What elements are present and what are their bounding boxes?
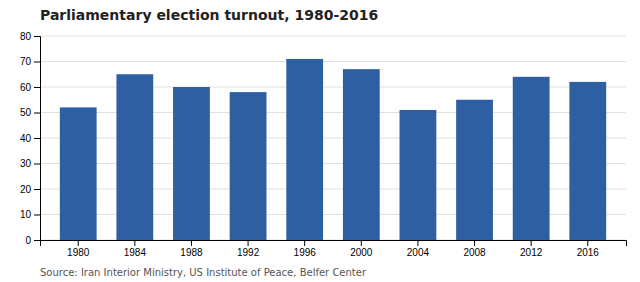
- x-tick: 1988: [180, 240, 203, 258]
- tick-mark: [134, 240, 135, 246]
- tick-mark: [34, 138, 40, 139]
- axis-line: [34, 37, 41, 241]
- x-tick: 1980: [67, 240, 90, 258]
- plot: 0 10 20 30 40 50 60 70 80 1980 1984 1988 1992 1996 200…: [20, 31, 627, 258]
- tick-mark: [34, 62, 40, 63]
- grid: [40, 36, 626, 240]
- x-tick: 2004: [407, 240, 430, 258]
- x-axis: 1980 1984 1988 1992 1996 2000 2004 2008 2012 2016: [41, 240, 627, 258]
- tick-label: 70: [20, 56, 32, 67]
- tick-mark: [531, 240, 532, 246]
- bars: [60, 59, 606, 240]
- axis-line: [41, 241, 627, 247]
- tick-label: 1988: [180, 247, 203, 258]
- tick-label: 2008: [463, 247, 486, 258]
- x-tick: 2000: [350, 240, 373, 258]
- grid-line: [40, 61, 626, 62]
- grid-line: [40, 36, 626, 37]
- x-tick: 2016: [577, 240, 600, 258]
- tick-label: 20: [20, 184, 32, 195]
- tick-label: 1996: [294, 247, 317, 258]
- tick-mark: [34, 189, 40, 190]
- tick-label: 1984: [124, 247, 147, 258]
- tick-label: 60: [20, 82, 32, 93]
- tick-mark: [34, 240, 40, 241]
- bar: [569, 82, 606, 240]
- tick-label: 30: [20, 158, 32, 169]
- tick-label: 0: [25, 235, 31, 246]
- y-tick: 80: [20, 31, 40, 42]
- tick-mark: [248, 240, 249, 246]
- tick-label: 1980: [67, 247, 90, 258]
- title: Parliamentary election turnout, 1980-201…: [40, 7, 378, 23]
- y-tick: 20: [20, 184, 40, 195]
- bar: [230, 92, 267, 240]
- chart: Parliamentary election turnout, 1980-201…: [0, 0, 640, 282]
- tick-label: 2000: [350, 247, 373, 258]
- y-axis: 0 10 20 30 40 50 60 70 80: [20, 31, 41, 246]
- x-tick: 1984: [124, 240, 147, 258]
- tick-label: 80: [20, 31, 32, 42]
- tick-mark: [361, 240, 362, 246]
- tick-label: 10: [20, 209, 32, 220]
- tick-label: 50: [20, 107, 32, 118]
- bar: [456, 100, 493, 240]
- annotation: Source: Iran Interior Ministry, US Insti…: [40, 267, 367, 278]
- y-tick: 0: [25, 235, 40, 246]
- y-tick: 70: [20, 56, 40, 67]
- tick-label: 2004: [407, 247, 430, 258]
- bar: [286, 59, 323, 240]
- x-tick: 1992: [237, 240, 260, 258]
- tick-label: 40: [20, 133, 32, 144]
- tick-mark: [304, 240, 305, 246]
- tick-mark: [78, 240, 79, 246]
- tick-mark: [474, 240, 475, 246]
- y-tick: 50: [20, 107, 40, 118]
- y-tick: 10: [20, 209, 40, 220]
- x-tick: 2012: [520, 240, 543, 258]
- bar: [173, 87, 210, 240]
- tick-label: 2016: [577, 247, 600, 258]
- x-tick: 1996: [294, 240, 317, 258]
- tick-mark: [587, 240, 588, 246]
- tick-mark: [34, 164, 40, 165]
- bar: [60, 107, 97, 240]
- tick-mark: [191, 240, 192, 246]
- y-tick: 30: [20, 158, 40, 169]
- x-tick: 2008: [463, 240, 486, 258]
- bar: [116, 74, 153, 240]
- bar: [400, 110, 437, 240]
- tick-mark: [417, 240, 418, 246]
- tick-mark: [34, 36, 40, 37]
- bar: [343, 69, 380, 240]
- y-tick: 40: [20, 133, 40, 144]
- tick-label: 1992: [237, 247, 260, 258]
- tick-mark: [34, 215, 40, 216]
- tick-label: 2012: [520, 247, 543, 258]
- tick-mark: [34, 113, 40, 114]
- y-tick: 60: [20, 82, 40, 93]
- tick-mark: [34, 87, 40, 88]
- bar: [513, 77, 550, 240]
